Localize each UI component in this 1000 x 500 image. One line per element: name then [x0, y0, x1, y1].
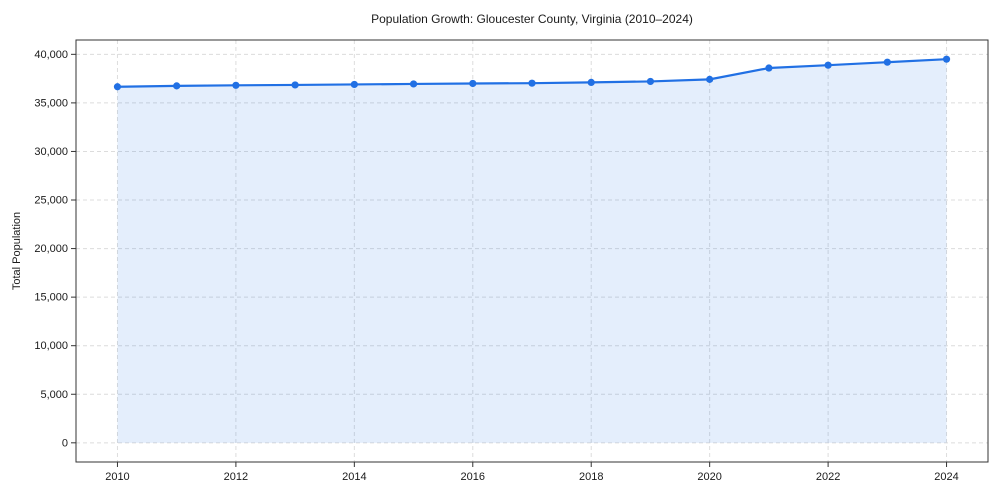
x-tick-label: 2010: [105, 471, 129, 483]
y-tick-label: 10,000: [34, 340, 68, 352]
data-point: [706, 75, 714, 83]
data-point: [173, 82, 181, 90]
x-tick-label: 2018: [579, 471, 603, 483]
y-axis-ticks: 0 5,000 10,000 15,000 20,000 25,000 30,000 35,0…: [34, 49, 76, 449]
gridlines: [76, 40, 988, 462]
data-point: [113, 83, 122, 91]
plot-border: [75, 39, 989, 463]
x-tick-label: 2024: [934, 471, 958, 483]
y-tick-label: 20,000: [34, 243, 68, 255]
y-tick-label: 0: [62, 437, 68, 449]
y-tick-label: 40,000: [34, 49, 68, 61]
plot-area: [76, 40, 988, 462]
y-tick-label: 25,000: [34, 195, 68, 207]
data-point: [646, 77, 655, 86]
x-tick-label: 2016: [461, 471, 485, 483]
x-tick-label: 2012: [224, 471, 248, 483]
data-point: [409, 80, 418, 88]
data-point: [291, 81, 299, 89]
x-tick-label: 2020: [697, 471, 721, 483]
data-point: [824, 61, 832, 69]
data-point: [350, 80, 358, 89]
data-point: [469, 79, 477, 88]
y-tick-label: 15,000: [34, 292, 68, 304]
x-tick-label: 2022: [816, 471, 840, 483]
data-point: [587, 78, 595, 86]
data-point: [883, 58, 891, 66]
y-tick-label: 30,000: [34, 146, 68, 158]
area-fill: [117, 59, 947, 443]
y-tick-label: 5,000: [40, 389, 68, 401]
x-tick-label: 2014: [342, 471, 366, 483]
x-axis-ticks: 2010 2012 2014 2016 2018 2020 2022 2024: [105, 462, 959, 483]
y-axis-title: Total Population: [11, 211, 23, 291]
chart-title: Population Growth: Gloucester County, Vi…: [371, 12, 693, 26]
data-point: [765, 64, 773, 72]
y-tick-label: 35,000: [34, 97, 68, 109]
data-point: [528, 79, 536, 87]
data-points: [113, 55, 951, 91]
data-point: [942, 55, 951, 63]
data-point: [232, 81, 240, 89]
